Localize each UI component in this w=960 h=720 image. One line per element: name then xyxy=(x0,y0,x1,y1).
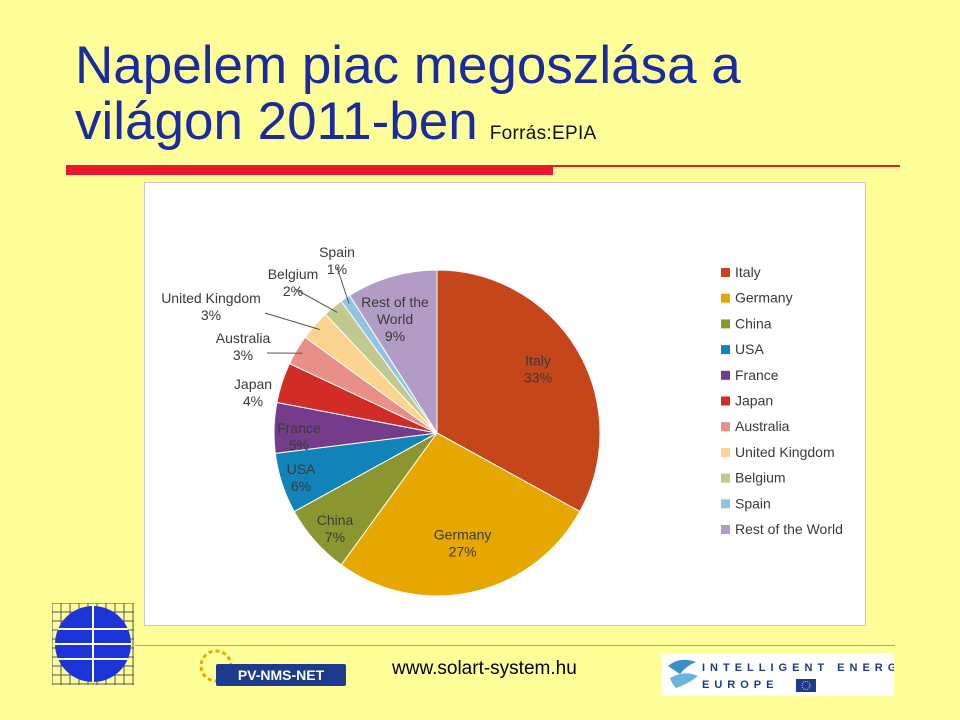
pie-slice-germany xyxy=(340,432,581,597)
slice-label-usa: USA 6% xyxy=(287,461,316,494)
slice-label-germany: Germany 27% xyxy=(434,527,492,560)
pie-chart: Italy 33%Germany 27%China 7%USA 6%France 5%Ja… xyxy=(161,244,843,597)
pv-nms-net-text: PV-NMS-NET xyxy=(238,667,325,683)
slice-label-united-kingdom: United Kingdom 3% xyxy=(161,290,261,323)
intelligent-energy-europe-logo: INTELLIGENT ENERGY EUROPE xyxy=(662,654,894,696)
legend-label-rest-of-the-world: Rest of the World xyxy=(735,521,843,537)
source-label: Forrás:EPIA xyxy=(489,123,597,144)
legend-swatch-united-kingdom xyxy=(721,447,730,457)
legend-label-usa: USA xyxy=(735,341,764,357)
footer-divider xyxy=(135,645,895,646)
iee-top-text: INTELLIGENT ENERGY xyxy=(702,662,894,674)
leader-line-united-kingdom xyxy=(264,312,320,330)
legend-label-spain: Spain xyxy=(735,495,771,511)
title-underline-thin xyxy=(553,165,900,167)
pv-nms-net-logo: PV-NMS-NET xyxy=(199,649,346,686)
legend-label-belgium: Belgium xyxy=(735,470,786,486)
slice-label-belgium: Belgium 2% xyxy=(268,266,319,299)
slice-label-france: France 5% xyxy=(277,420,321,453)
slice-label-italy: Italy 33% xyxy=(524,352,552,385)
legend-swatch-australia xyxy=(721,422,730,432)
title-line-2: világon 2011-ben xyxy=(75,92,478,151)
legend-swatch-france xyxy=(721,370,730,380)
pie-slice-italy xyxy=(436,269,601,513)
slice-label-australia: Australia 3% xyxy=(216,330,271,363)
slice-label-japan: Japan 4% xyxy=(234,376,272,409)
leader-line-belgium xyxy=(294,288,338,313)
leader-line-spain xyxy=(336,266,350,304)
legend-label-australia: Australia xyxy=(735,418,790,434)
solar-globe-logo xyxy=(52,603,134,685)
slide-title: Napelem piac megoszlása a világon 2011-b… xyxy=(75,38,741,162)
title-underline-bar xyxy=(66,165,553,175)
legend-label-germany: Germany xyxy=(735,290,793,306)
legend-swatch-spain xyxy=(721,499,730,509)
legend-swatch-china xyxy=(721,319,730,329)
legend-swatch-usa xyxy=(721,345,730,355)
legend-label-united-kingdom: United Kingdom xyxy=(735,444,835,460)
legend-swatch-germany xyxy=(721,293,730,303)
chart-frame: Italy 33% Germany 27% China 7% USA 6% France 5% Ja… xyxy=(144,182,866,626)
pie-slice-rest-of-the-world xyxy=(348,269,438,435)
legend-label-japan: Japan xyxy=(735,393,773,409)
slice-label-spain: Spain 1% xyxy=(319,244,355,277)
legend-label-italy: Italy xyxy=(735,264,761,280)
legend-swatch-japan xyxy=(721,396,730,406)
footer-url[interactable]: www.solart-system.hu xyxy=(392,658,577,679)
slice-label-china: China 7% xyxy=(317,512,354,545)
legend-swatch-italy xyxy=(721,268,730,277)
title-line-1: Napelem piac megoszlása a xyxy=(75,36,741,95)
iee-bottom-text: EUROPE xyxy=(702,679,778,691)
legend-swatch-rest-of-the-world xyxy=(721,525,730,534)
legend-swatch-belgium xyxy=(721,473,730,483)
slice-label-rest-of-the-world: Rest of the World 9% xyxy=(361,294,429,344)
legend-label-china: China xyxy=(735,315,772,331)
eu-flag-icon xyxy=(796,679,816,692)
legend-label-france: France xyxy=(735,367,779,383)
